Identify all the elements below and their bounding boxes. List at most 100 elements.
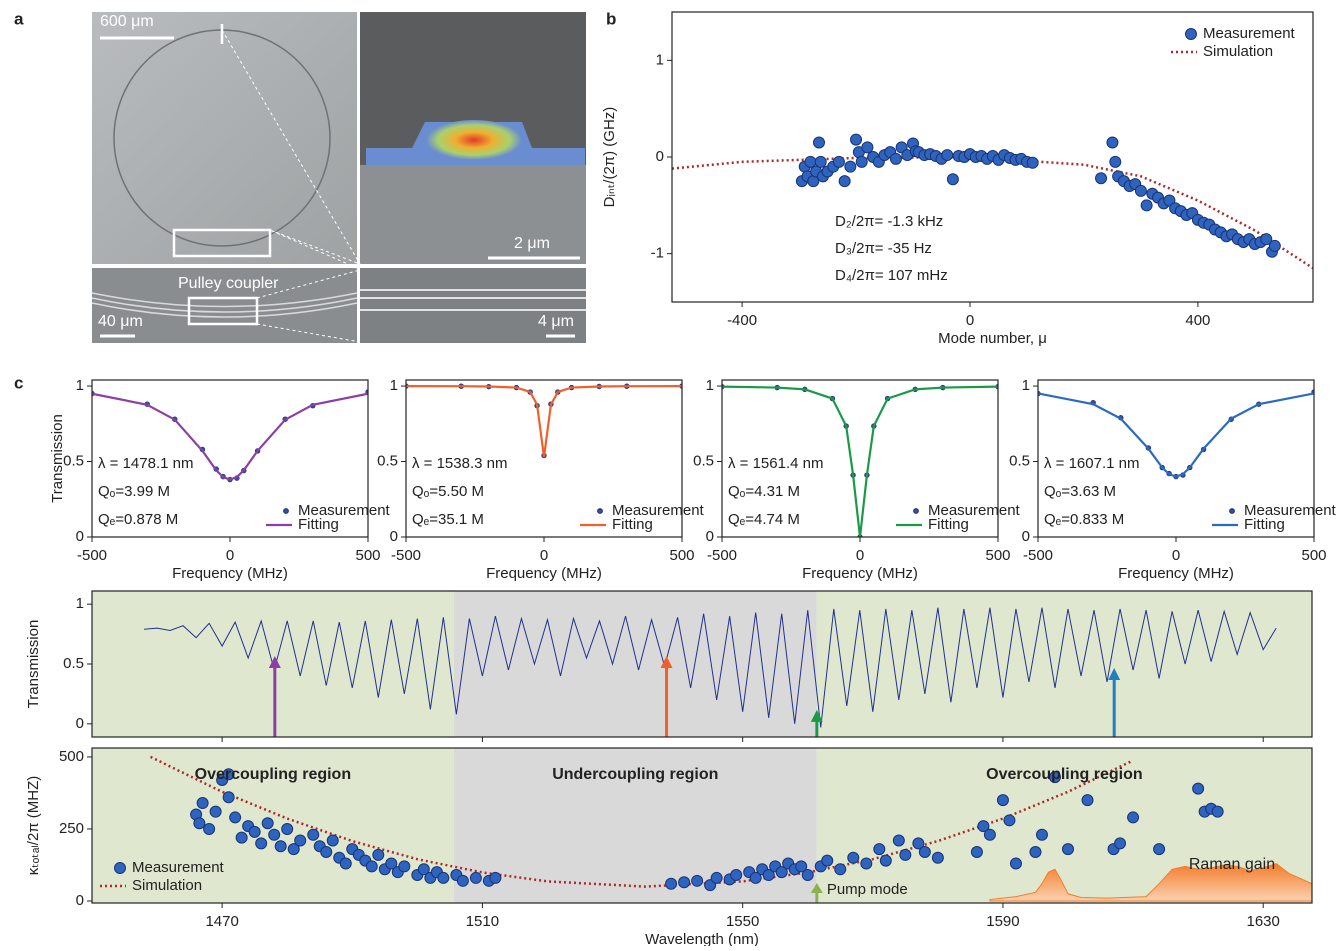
data-point — [269, 829, 280, 840]
panel-label: c — [14, 373, 23, 392]
image — [92, 12, 357, 264]
x-tick-label: 0 — [856, 547, 864, 564]
data-point — [679, 877, 690, 888]
data-point — [731, 870, 742, 881]
legend-marker — [284, 509, 289, 514]
pump-label: Pump mode — [827, 881, 908, 898]
legend-label: Fitting — [298, 516, 339, 533]
y-axis-label: Transmission — [49, 414, 66, 503]
micrograph-panel: 600 μm 2 μm Pulley coupler 40 μm 4 μm — [92, 12, 586, 343]
data-point — [210, 806, 221, 817]
data-point — [856, 156, 867, 167]
legend-label: Fitting — [612, 516, 653, 533]
legend-label: Fitting — [1244, 516, 1285, 533]
region-label: Overcoupling region — [986, 766, 1142, 783]
annotation: λ = 1607.1 nm — [1044, 455, 1139, 472]
legend-label: Fitting — [928, 516, 969, 533]
legend-marker — [1186, 29, 1197, 40]
data-point — [851, 134, 862, 145]
line — [406, 386, 682, 457]
region-label: Undercoupling region — [552, 766, 718, 783]
y-tick-label: 0.5 — [377, 452, 398, 469]
data-point — [275, 841, 286, 852]
data-point — [845, 161, 856, 172]
data-point — [282, 823, 293, 834]
legend-label: Simulation — [132, 877, 202, 894]
y-axis-label: κₜₒₜₐₗ/2π (MHZ) — [25, 776, 42, 876]
y-tick-label: 0 — [76, 715, 84, 732]
data-point — [802, 870, 813, 881]
data-point — [223, 792, 234, 803]
annotation: Qₒ=3.63 M — [1044, 483, 1116, 500]
x-tick-label: 500 — [355, 547, 380, 564]
annotation: λ = 1538.3 nm — [412, 455, 507, 472]
page: a b c 600 μm 2 μm Pulley coupler 40 μm 4… — [0, 0, 1340, 951]
legend-label: Measurement — [1203, 25, 1296, 42]
annotation: Qₑ=4.74 M — [728, 511, 800, 528]
y-tick-label: 500 — [59, 748, 84, 765]
scale-label: 2 μm — [514, 235, 550, 252]
x-tick-label: 1550 — [726, 913, 759, 930]
x-tick-label: 500 — [1301, 547, 1326, 564]
annotation: D₄/2π= 107 mHz — [835, 267, 948, 284]
annotation: Qₑ=0.833 M — [1044, 511, 1124, 528]
x-tick-label: 1590 — [986, 913, 1019, 930]
data-point — [666, 878, 677, 889]
y-tick-label: 0 — [706, 528, 714, 545]
data-point — [197, 798, 208, 809]
annotation: D₂/2π= -1.3 kHz — [835, 213, 943, 230]
x-tick-label: -500 — [77, 547, 107, 564]
data-point — [1212, 806, 1223, 817]
legend-marker — [1230, 509, 1235, 514]
data-point — [1135, 185, 1146, 196]
data-point — [1115, 838, 1126, 849]
y-tick-label: 1 — [390, 377, 398, 394]
x-tick-label: 1470 — [205, 913, 238, 930]
data-point — [1010, 858, 1021, 869]
annotation: Qₒ=5.50 M — [412, 483, 484, 500]
data-point — [822, 855, 833, 866]
data-point — [692, 875, 703, 886]
data-point — [457, 875, 468, 886]
y-tick-label: 0.5 — [693, 452, 714, 469]
data-point — [249, 826, 260, 837]
y-tick-label: 0.5 — [63, 655, 84, 672]
data-point — [862, 142, 873, 153]
data-point — [848, 852, 859, 863]
simulation-line — [672, 157, 1313, 268]
data-point — [942, 150, 953, 161]
data-point — [1063, 844, 1074, 855]
annotation: λ = 1478.1 nm — [98, 455, 193, 472]
x-axis-label: Frequency (MHz) — [802, 565, 918, 582]
y-axis-label: Dᵢₙₜ/(2π) (GHz) — [601, 107, 618, 208]
coupler-label: Pulley coupler — [178, 275, 279, 292]
x-axis-label: Frequency (MHz) — [1118, 565, 1234, 582]
x-tick-label: -500 — [1023, 547, 1053, 564]
y-tick-label: 0 — [390, 528, 398, 545]
annotation: λ = 1561.4 nm — [728, 455, 823, 472]
data-point — [997, 795, 1008, 806]
annotation: Qₒ=3.99 M — [98, 483, 170, 500]
data-point — [814, 137, 825, 148]
x-axis-label: Frequency (MHz) — [486, 565, 602, 582]
data-point — [1004, 815, 1015, 826]
data-point — [1096, 173, 1107, 184]
data-point — [805, 156, 816, 167]
legend-marker — [914, 509, 919, 514]
plot — [404, 384, 685, 458]
data-point — [236, 832, 247, 843]
image — [360, 268, 586, 343]
data-point — [861, 858, 872, 869]
data-point — [835, 864, 846, 875]
data-point — [194, 818, 205, 829]
x-axis-label: Wavelength (nm) — [645, 931, 759, 946]
data-point — [880, 855, 891, 866]
legend-label: Measurement — [132, 859, 225, 876]
data-point — [919, 847, 930, 858]
data-point — [1128, 812, 1139, 823]
scale-label: 4 μm — [538, 313, 574, 330]
annotation: Qₑ=35.1 M — [412, 511, 484, 528]
x-axis-label: Mode number, μ — [938, 330, 1047, 347]
scale-label: 600 μm — [100, 13, 154, 30]
data-point — [399, 861, 410, 872]
